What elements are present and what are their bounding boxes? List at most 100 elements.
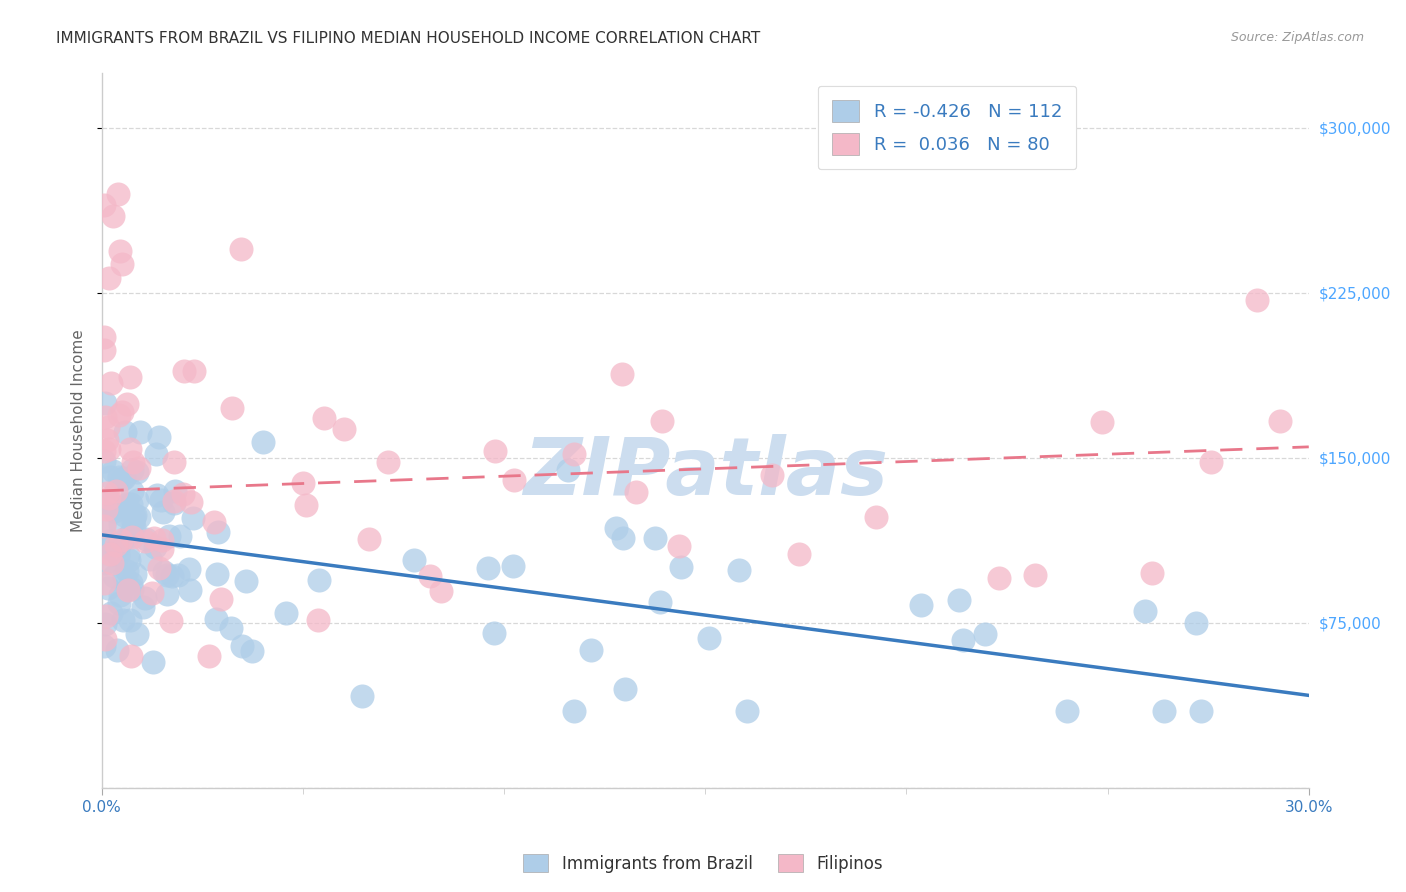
Point xyxy=(207,524,229,539)
Point xyxy=(484,444,506,458)
Point xyxy=(98,470,121,484)
Point xyxy=(122,520,145,534)
Point xyxy=(202,515,225,529)
Point xyxy=(93,444,115,458)
Point xyxy=(1246,293,1268,307)
Point xyxy=(101,464,124,478)
Point xyxy=(120,442,142,456)
Point xyxy=(107,548,129,562)
Point xyxy=(252,434,274,449)
Point xyxy=(167,567,190,582)
Point xyxy=(179,582,201,597)
Point xyxy=(120,575,142,590)
Point xyxy=(973,627,995,641)
Point xyxy=(312,411,335,425)
Point xyxy=(610,367,633,381)
Point xyxy=(93,575,115,590)
Point xyxy=(952,633,974,648)
Point xyxy=(134,533,156,548)
Point xyxy=(101,500,124,514)
Point xyxy=(179,562,201,576)
Point xyxy=(117,548,139,562)
Point xyxy=(129,425,152,440)
Point xyxy=(104,484,127,499)
Point xyxy=(156,587,179,601)
Point xyxy=(117,530,139,544)
Point xyxy=(128,461,150,475)
Point xyxy=(613,681,636,696)
Point xyxy=(110,244,132,258)
Point xyxy=(169,528,191,542)
Point xyxy=(350,689,373,703)
Point xyxy=(108,517,131,532)
Point xyxy=(120,497,142,511)
Point xyxy=(120,613,142,627)
Point xyxy=(117,582,139,596)
Point xyxy=(94,396,117,410)
Point xyxy=(121,455,143,469)
Point xyxy=(172,487,194,501)
Y-axis label: Median Household Income: Median Household Income xyxy=(72,329,86,532)
Point xyxy=(127,627,149,641)
Point xyxy=(163,483,186,498)
Point xyxy=(142,655,165,669)
Point xyxy=(118,552,141,566)
Point xyxy=(231,639,253,653)
Point xyxy=(97,270,120,285)
Point xyxy=(419,568,441,582)
Point xyxy=(308,573,330,587)
Point xyxy=(96,541,118,555)
Point xyxy=(1184,615,1206,630)
Point xyxy=(101,556,124,570)
Point xyxy=(581,642,603,657)
Point xyxy=(104,538,127,552)
Point xyxy=(96,433,118,447)
Point xyxy=(562,447,585,461)
Point xyxy=(156,568,179,582)
Point xyxy=(97,581,120,595)
Point xyxy=(157,529,180,543)
Point xyxy=(111,405,134,419)
Point xyxy=(93,516,115,531)
Point xyxy=(235,574,257,588)
Point xyxy=(183,364,205,378)
Point xyxy=(948,593,970,607)
Point xyxy=(97,534,120,549)
Point xyxy=(112,508,135,522)
Point xyxy=(118,370,141,384)
Point xyxy=(100,606,122,620)
Point xyxy=(482,626,505,640)
Point xyxy=(727,563,749,577)
Point xyxy=(148,430,170,444)
Point xyxy=(124,567,146,582)
Point xyxy=(148,561,170,575)
Point xyxy=(94,608,117,623)
Point xyxy=(117,497,139,511)
Point xyxy=(143,540,166,554)
Point xyxy=(152,565,174,579)
Point xyxy=(787,548,810,562)
Point xyxy=(402,552,425,566)
Point xyxy=(135,533,157,547)
Point xyxy=(121,582,143,596)
Point xyxy=(145,447,167,461)
Point xyxy=(143,531,166,545)
Point xyxy=(111,472,134,486)
Point xyxy=(359,532,381,546)
Point xyxy=(97,491,120,505)
Point xyxy=(160,569,183,583)
Point xyxy=(1201,455,1223,469)
Point xyxy=(105,500,128,514)
Point xyxy=(865,509,887,524)
Point xyxy=(117,582,139,597)
Point xyxy=(181,510,204,524)
Point xyxy=(93,330,115,344)
Point xyxy=(180,495,202,509)
Point xyxy=(162,455,184,469)
Point xyxy=(910,598,932,612)
Point xyxy=(150,542,173,557)
Point xyxy=(93,454,115,468)
Point xyxy=(1142,566,1164,580)
Point xyxy=(94,502,117,516)
Point xyxy=(562,704,585,718)
